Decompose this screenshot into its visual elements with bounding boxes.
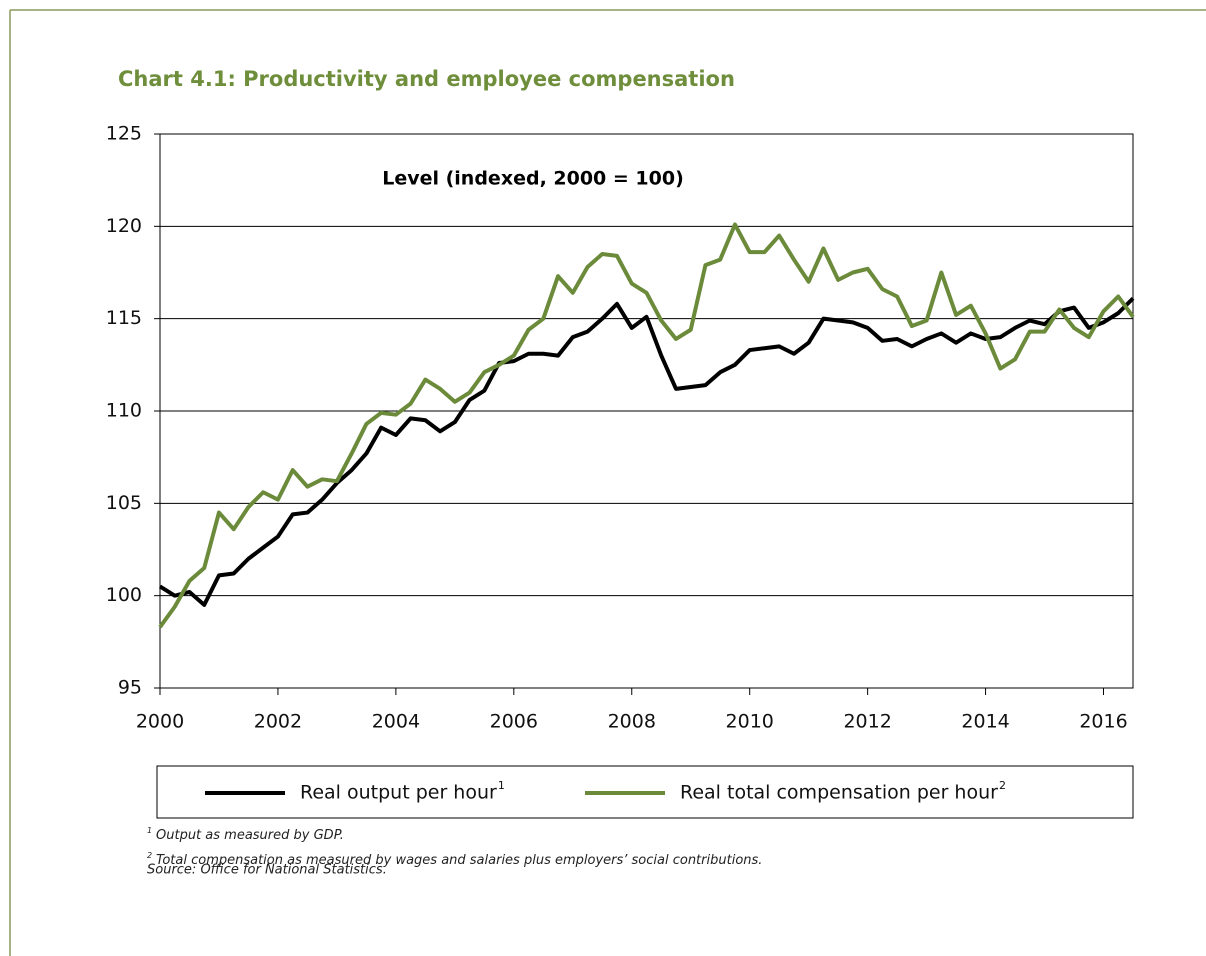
footnote-marker: 2 [147, 851, 152, 860]
x-tick-label: 2016 [1079, 711, 1127, 733]
footnote-marker: 1 [147, 826, 152, 835]
legend-label: Real output per hour [300, 782, 497, 804]
legend-note: 2 [999, 779, 1006, 792]
legend-box [156, 765, 1134, 819]
x-tick-label: 2004 [372, 711, 420, 733]
legend-label: Real total compensation per hour [680, 782, 998, 804]
y-tick-label: 120 [106, 215, 142, 237]
annotation: Level (indexed, 2000 = 100) [382, 168, 684, 190]
y-tick-label: 95 [118, 677, 142, 699]
y-tick-label: 105 [106, 492, 142, 514]
footnote: Output as measured by GDP. [156, 828, 344, 843]
y-tick-label: 115 [106, 307, 142, 329]
y-tick-label: 125 [106, 123, 142, 145]
x-tick-label: 2008 [608, 711, 656, 733]
y-tick-label: 100 [106, 584, 142, 606]
x-tick-label: 2006 [490, 711, 538, 733]
x-tick-label: 2014 [961, 711, 1009, 733]
line-series [158, 222, 1135, 629]
x-tick-label: 2002 [254, 711, 302, 733]
x-tick-label: 2010 [726, 711, 774, 733]
plot-border [159, 133, 1134, 689]
chart-title: Chart 4.1: Productivity and employee com… [118, 67, 735, 91]
legend: Real output per hour 1 Real total compensa… [205, 779, 1006, 804]
source: Source: Office for National Statistics. [147, 863, 387, 878]
y-tick-label: 110 [106, 400, 142, 422]
legend-note: 1 [498, 779, 505, 792]
x-tick-label: 2012 [843, 711, 891, 733]
plot-area [154, 133, 1135, 695]
x-tick-label: 2000 [136, 711, 184, 733]
line-series [158, 296, 1135, 607]
footnote: Total compensation as measured by wages … [156, 853, 762, 868]
